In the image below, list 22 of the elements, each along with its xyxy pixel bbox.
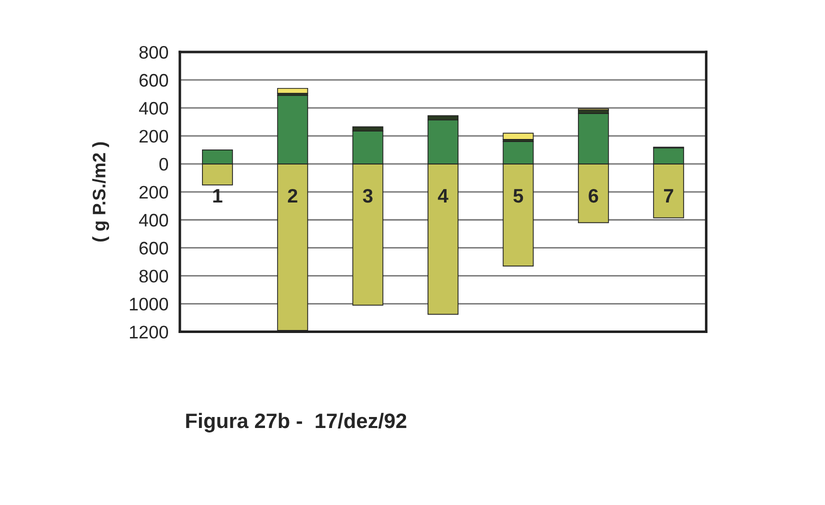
bar bbox=[502, 132, 534, 140]
x-tick-label: 1 bbox=[213, 189, 222, 203]
y-tick-label: 800 bbox=[139, 270, 168, 283]
x-tick-label: 6 bbox=[588, 188, 598, 203]
x-tick-label: 3 bbox=[362, 188, 373, 203]
x-tick-label: 7 bbox=[664, 189, 674, 203]
bar bbox=[277, 88, 308, 94]
y-tick-label: 0 bbox=[159, 158, 168, 171]
x-tick-label: 2 bbox=[288, 188, 298, 203]
x-tick-label: 4 bbox=[438, 189, 448, 203]
y-tick-label: 1200 bbox=[130, 326, 168, 339]
y-tick-label: 400 bbox=[139, 102, 168, 115]
y-tick-label: 1000 bbox=[130, 298, 168, 311]
text: Figura 27b - 17/dez/92 bbox=[186, 412, 406, 432]
y-axis-title: ( g P.S./m2 ) bbox=[92, 142, 110, 242]
x-tick-label: 5 bbox=[513, 189, 524, 203]
y-tick-label: 400 bbox=[139, 214, 168, 227]
y-tick-label: 600 bbox=[140, 242, 168, 255]
y-tick-label: 600 bbox=[140, 74, 168, 87]
y-tick-label: 200 bbox=[140, 186, 168, 199]
y-tick-label: 200 bbox=[140, 130, 168, 143]
y-tick-label: 800 bbox=[139, 46, 168, 59]
